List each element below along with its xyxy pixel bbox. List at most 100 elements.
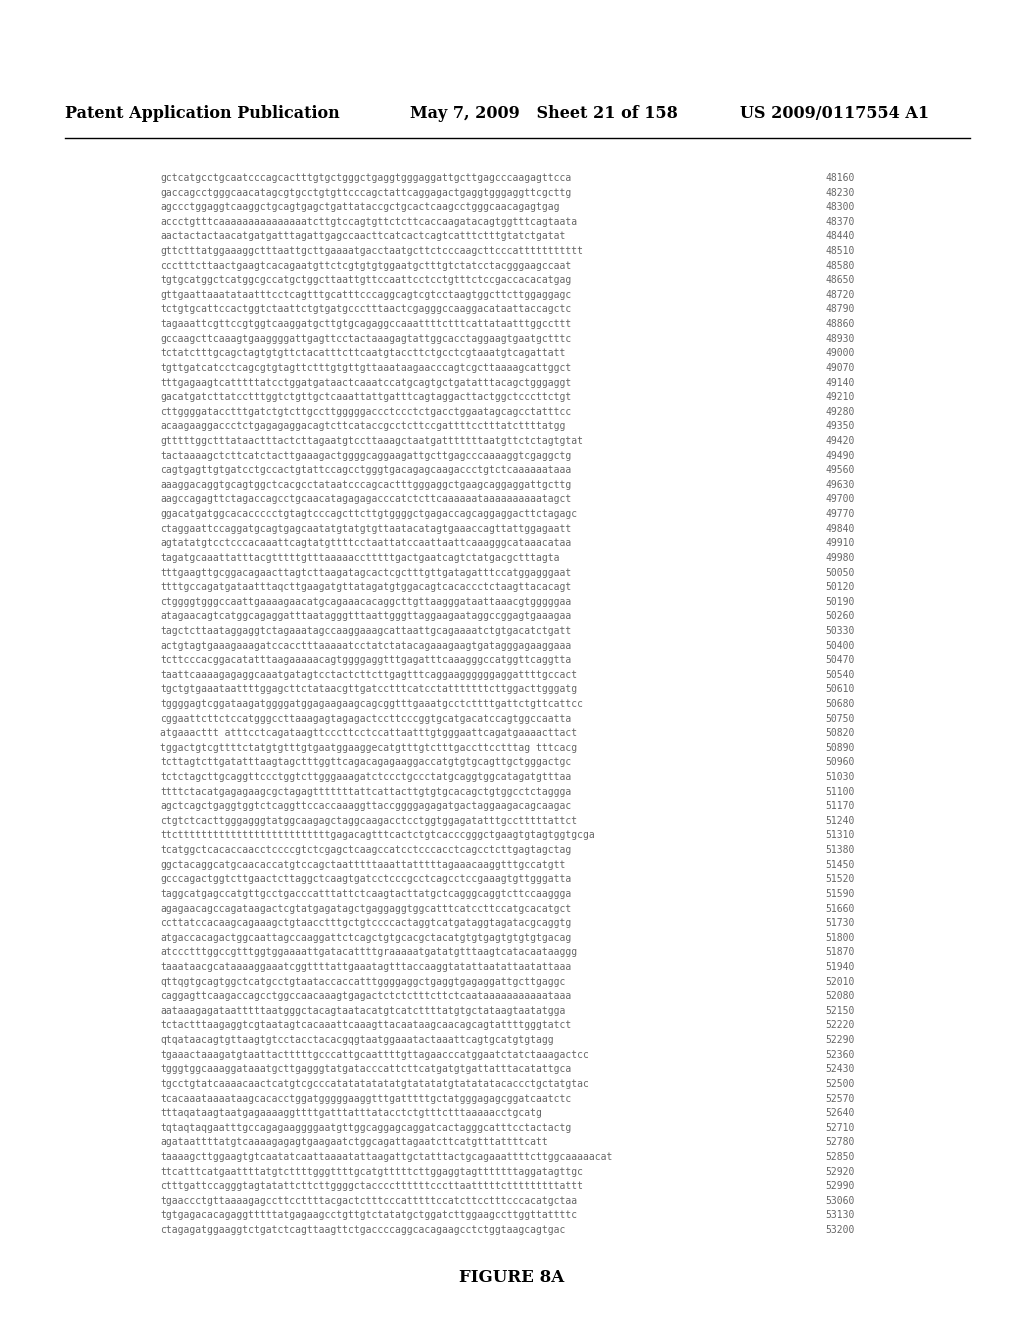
Text: 52780: 52780	[825, 1138, 854, 1147]
Text: 52010: 52010	[825, 977, 854, 986]
Text: tttgaagttgcggacagaacttagtcttaagatagcactcgctttgttgatagatttccatggagggaat: tttgaagttgcggacagaacttagtcttaagatagcactc…	[160, 568, 571, 578]
Text: accctgtttcaaaaaaaaaaaaaaatcttgtccagtgttctcttcaccaagatacagtggtttcagtaata: accctgtttcaaaaaaaaaaaaaaatcttgtccagtgttc…	[160, 216, 578, 227]
Text: 50750: 50750	[825, 714, 854, 723]
Text: 51380: 51380	[825, 845, 854, 855]
Text: gttctttatggaaaggctttaattgcttgaaaatgacctaatgcttctcccaagcttcccattttttttttt: gttctttatggaaaggctttaattgcttgaaaatgaccta…	[160, 246, 583, 256]
Text: atgaccacagactggcaattagccaaggattctcagctgtgcacgctacatgtgtgagtgtgtgtgacag: atgaccacagactggcaattagccaaggattctcagctgt…	[160, 933, 571, 942]
Text: 49630: 49630	[825, 480, 854, 490]
Text: Patent Application Publication: Patent Application Publication	[65, 106, 340, 121]
Text: agtatatgtcctcccacaaattcagtatgttttcctaattatccaattaattcaaagggcataaacataa: agtatatgtcctcccacaaattcagtatgttttcctaatt…	[160, 539, 571, 548]
Text: 52500: 52500	[825, 1078, 854, 1089]
Text: 48930: 48930	[825, 334, 854, 343]
Text: qttqgtgcagtggctcatgcctgtaataccaccatttggggaggctgaggtgagaggattgcttgaggc: qttqgtgcagtggctcatgcctgtaataccaccatttggg…	[160, 977, 565, 986]
Text: actgtagtgaaagaaagatccacctttaaaaatcctatctatacagaaagaagtgatagggagaaggaaa: actgtagtgaaagaaagatccacctttaaaaatcctatct…	[160, 640, 571, 651]
Text: tcttcccacggacatatttaagaaaaacagtggggaggtttgagatttcaaagggccatggttcaggtta: tcttcccacggacatatttaagaaaaacagtggggaggtt…	[160, 655, 571, 665]
Text: 50050: 50050	[825, 568, 854, 578]
Text: cggaattcttctccatgggccttaaagagtagagactccttcccggtgcatgacatccagtggccaatta: cggaattcttctccatgggccttaaagagtagagactcct…	[160, 714, 571, 723]
Text: tagctcttaataggaggtctagaaatagccaaggaaagcattaattgcagaaaatctgtgacatctgatt: tagctcttaataggaggtctagaaatagccaaggaaagca…	[160, 626, 571, 636]
Text: aagccagagttctagaccagcctgcaacatagagagacccatctcttcaaaaaataaaaaaaaaatagct: aagccagagttctagaccagcctgcaacatagagagaccc…	[160, 495, 571, 504]
Text: agctcagctgaggtggtctcaggttccaccaaaggttaccggggagagatgactaggaagacagcaagac: agctcagctgaggtggtctcaggttccaccaaaggttacc…	[160, 801, 571, 812]
Text: cagtgagttgtgatcctgccactgtattccagcctgggtgacagagcaagaccctgtctcaaaaaataaa: cagtgagttgtgatcctgccactgtattccagcctgggtg…	[160, 465, 571, 475]
Text: agagaacagccagataagactcgtatgagatagctgaggaggtggcatttcatccttccatgcacatgct: agagaacagccagataagactcgtatgagatagctgagga…	[160, 904, 571, 913]
Text: 51940: 51940	[825, 962, 854, 972]
Text: gaccagcctgggcaacatagcgtgcctgtgttcccagctattcaggagactgaggtgggaggttcgcttg: gaccagcctgggcaacatagcgtgcctgtgttcccagcta…	[160, 187, 571, 198]
Text: cttggggatacctttgatctgtcttgccttgggggaccctccctctgacctggaatagcagcctatttcc: cttggggatacctttgatctgtcttgccttgggggaccct…	[160, 407, 571, 417]
Text: 49910: 49910	[825, 539, 854, 548]
Text: 53130: 53130	[825, 1210, 854, 1221]
Text: 48510: 48510	[825, 246, 854, 256]
Text: 49140: 49140	[825, 378, 854, 388]
Text: atgaaacttt atttcctcagataagttcccttcctccattaatttgtgggaattcagatgaaaacttact: atgaaacttt atttcctcagataagttcccttcctccat…	[160, 729, 578, 738]
Text: tagaaattcgttccgtggtcaaggatgcttgtgcagaggccaaattttctttcattataatttggccttt: tagaaattcgttccgtggtcaaggatgcttgtgcagaggc…	[160, 319, 571, 329]
Text: tctactttaagaggtcgtaatagtcacaaattcaaagttacaataagcaacagcagtattttgggtatct: tctactttaagaggtcgtaatagtcacaaattcaaagtta…	[160, 1020, 571, 1031]
Text: ggctacaggcatgcaacaccatgtccagctaatttttaaattatttttagaaacaaggtttgccatgtt: ggctacaggcatgcaacaccatgtccagctaatttttaaa…	[160, 859, 565, 870]
Text: gacatgatcttatcctttggtctgttgctcaaattattgatttcagtaggacttactggctcccttctgt: gacatgatcttatcctttggtctgttgctcaaattattga…	[160, 392, 571, 403]
Text: agccctggaggtcaaggctgcagtgagctgattataccgctgcactcaagcctgggcaacagagtgag: agccctggaggtcaaggctgcagtgagctgattataccgc…	[160, 202, 559, 213]
Text: ttcttttttttttttttttttttttttttgagacagtttcactctgtcacccgggctgaagtgtagtggtgcga: ttcttttttttttttttttttttttttttgagacagtttc…	[160, 830, 595, 841]
Text: 51240: 51240	[825, 816, 854, 826]
Text: aactactactaacatgatgatttagattgagccaacttcatcactcagtcatttctttgtatctgatat: aactactactaacatgatgatttagattgagccaacttca…	[160, 231, 565, 242]
Text: tgggtggcaaaggataaatgcttgagggtatgatacccattcttcatgatgtgattatttacatattgca: tgggtggcaaaggataaatgcttgagggtatgatacccat…	[160, 1064, 571, 1074]
Text: ttcatttcatgaattttatgtcttttgggttttgcatgtttttcttggaggtagtttttttaggatagttgc: ttcatttcatgaattttatgtcttttgggttttgcatgtt…	[160, 1167, 583, 1176]
Text: 52290: 52290	[825, 1035, 854, 1045]
Text: tgtgagacacagaggtttttatgagaagcctgttgtctatatgctggatcttggaagccttggttattttc: tgtgagacacagaggtttttatgagaagcctgttgtctat…	[160, 1210, 578, 1221]
Text: 48440: 48440	[825, 231, 854, 242]
Text: ctaggaattccaggatgcagtgagcaatatgtatgtgttaatacatagtgaaaccagttattggagaatt: ctaggaattccaggatgcagtgagcaatatgtatgtgtta…	[160, 524, 571, 533]
Text: 49420: 49420	[825, 436, 854, 446]
Text: 51870: 51870	[825, 948, 854, 957]
Text: gctcatgcctgcaatcccagcactttgtgctgggctgaggtgggaggattgcttgagcccaagagttcca: gctcatgcctgcaatcccagcactttgtgctgggctgagg…	[160, 173, 571, 183]
Text: 49350: 49350	[825, 421, 854, 432]
Text: tcatggctcacaccaacctccccgtctcgagctcaagccatcctcccacctcagcctcttgagtagctag: tcatggctcacaccaacctccccgtctcgagctcaagcca…	[160, 845, 571, 855]
Text: 48650: 48650	[825, 276, 854, 285]
Text: tctatctttgcagctagtgtgttctacatttcttcaatgtaccttctgcctcgtaaatgtcagattatt: tctatctttgcagctagtgtgttctacatttcttcaatgt…	[160, 348, 565, 358]
Text: 50890: 50890	[825, 743, 854, 752]
Text: tcttagtcttgatatttaagtagctttggttcagacagagaaggaccatgtgtgcagttgctgggactgc: tcttagtcttgatatttaagtagctttggttcagacagag…	[160, 758, 571, 767]
Text: 51170: 51170	[825, 801, 854, 812]
Text: 51030: 51030	[825, 772, 854, 781]
Text: tcacaaataaaataagcacacctggatgggggaaggtttgatttttgctatgggagagcggatcaatctc: tcacaaataaaataagcacacctggatgggggaaggtttg…	[160, 1093, 571, 1104]
Text: 52220: 52220	[825, 1020, 854, 1031]
Text: 49980: 49980	[825, 553, 854, 562]
Text: tagatgcaaattatttacgtttttgtttaaaaacctttttgactgaatcagtctatgacgctttagta: tagatgcaaattatttacgtttttgtttaaaaaccttttt…	[160, 553, 559, 562]
Text: caggagttcaagaccagcctggccaacaaagtgagactctctctttcttctcaataaaaaaaaaaataaa: caggagttcaagaccagcctggccaacaaagtgagactct…	[160, 991, 571, 1002]
Text: 50190: 50190	[825, 597, 854, 607]
Text: 51660: 51660	[825, 904, 854, 913]
Text: 51730: 51730	[825, 919, 854, 928]
Text: 48300: 48300	[825, 202, 854, 213]
Text: tctctagcttgcaggttccctggtcttgggaaagatctccctgccctatgcaggtggcatagatgtttaa: tctctagcttgcaggttccctggtcttgggaaagatctcc…	[160, 772, 571, 781]
Text: 50540: 50540	[825, 669, 854, 680]
Text: 50960: 50960	[825, 758, 854, 767]
Text: 49770: 49770	[825, 510, 854, 519]
Text: ttttctacatgagagaagcgctagagtttttttattcattacttgtgtgcacagctgtggcctctaggga: ttttctacatgagagaagcgctagagtttttttattcatt…	[160, 787, 571, 797]
Text: tgaaactaaagatgtaattactttttgcccattgcaattttgttagaacccatggaatctatctaaagactcc: tgaaactaaagatgtaattactttttgcccattgcaattt…	[160, 1049, 589, 1060]
Text: ctgtctcacttgggagggtatggcaagagctaggcaagacctcctggtggagatatttgcctttttattct: ctgtctcacttgggagggtatggcaagagctaggcaagac…	[160, 816, 578, 826]
Text: qtqataacagtgttaagtgtcctacctacacgqgtaatggaaatactaaattcagtgcatgtgtagg: qtqataacagtgttaagtgtcctacctacacgqgtaatgg…	[160, 1035, 554, 1045]
Text: 52150: 52150	[825, 1006, 854, 1016]
Text: tgtgcatggctcatggcgccatgctggcttaattgttccaattcctcctgtttctccgaccacacatgag: tgtgcatggctcatggcgccatgctggcttaattgttcca…	[160, 276, 571, 285]
Text: 50120: 50120	[825, 582, 854, 593]
Text: tactaaaagctcttcatctacttgaaagactggggcaggaagattgcttgagcccaaaaggtcgaggctg: tactaaaagctcttcatctacttgaaagactggggcagga…	[160, 450, 571, 461]
Text: 51450: 51450	[825, 859, 854, 870]
Text: taattcaaaagagaggcaaatgatagtcctactcttcttgagtttcaggaaggggggaggattttgccact: taattcaaaagagaggcaaatgatagtcctactcttcttg…	[160, 669, 578, 680]
Text: 51800: 51800	[825, 933, 854, 942]
Text: tqtaqtaqgaatttgccagagaaggggaatgttggcaggagcaggatcactagggcatttcctactactg: tqtaqtaqgaatttgccagagaaggggaatgttggcagga…	[160, 1123, 571, 1133]
Text: atagaacagtcatggcagaggatttaatagggtttaattgggttaggaagaataggccggagtgaaagaa: atagaacagtcatggcagaggatttaatagggtttaattg…	[160, 611, 571, 622]
Text: 52990: 52990	[825, 1181, 854, 1191]
Text: 49700: 49700	[825, 495, 854, 504]
Text: 52430: 52430	[825, 1064, 854, 1074]
Text: 52920: 52920	[825, 1167, 854, 1176]
Text: 49070: 49070	[825, 363, 854, 374]
Text: 52640: 52640	[825, 1107, 854, 1118]
Text: atccctttggccgtttggtggaaaattgatacattttgraaaaatgatatgtttaagtcatacaataaggg: atccctttggccgtttggtggaaaattgatacattttgra…	[160, 948, 578, 957]
Text: tttgagaagtcatttttatcctggatgataactcaaatccatgcagtgctgatatttacagctgggaggt: tttgagaagtcatttttatcctggatgataactcaaatcc…	[160, 378, 571, 388]
Text: ggacatgatggcacaccccctgtagtcccagcttcttgtggggctgagaccagcaggaggacttctagagc: ggacatgatggcacaccccctgtagtcccagcttcttgtg…	[160, 510, 578, 519]
Text: 50610: 50610	[825, 684, 854, 694]
Text: 53060: 53060	[825, 1196, 854, 1205]
Text: 50330: 50330	[825, 626, 854, 636]
Text: FIGURE 8A: FIGURE 8A	[460, 1270, 564, 1287]
Text: 51310: 51310	[825, 830, 854, 841]
Text: tctgtgcattccactggtctaattctgtgatgccctttaactcgagggccaaggacataattaccagctc: tctgtgcattccactggtctaattctgtgatgccctttaa…	[160, 305, 571, 314]
Text: 48160: 48160	[825, 173, 854, 183]
Text: taaaagcttggaagtgtcaatatcaattaaaatattaagattgctatttactgcagaaattttcttggcaaaaacat: taaaagcttggaagtgtcaatatcaattaaaatattaaga…	[160, 1152, 612, 1162]
Text: US 2009/0117554 A1: US 2009/0117554 A1	[740, 106, 929, 121]
